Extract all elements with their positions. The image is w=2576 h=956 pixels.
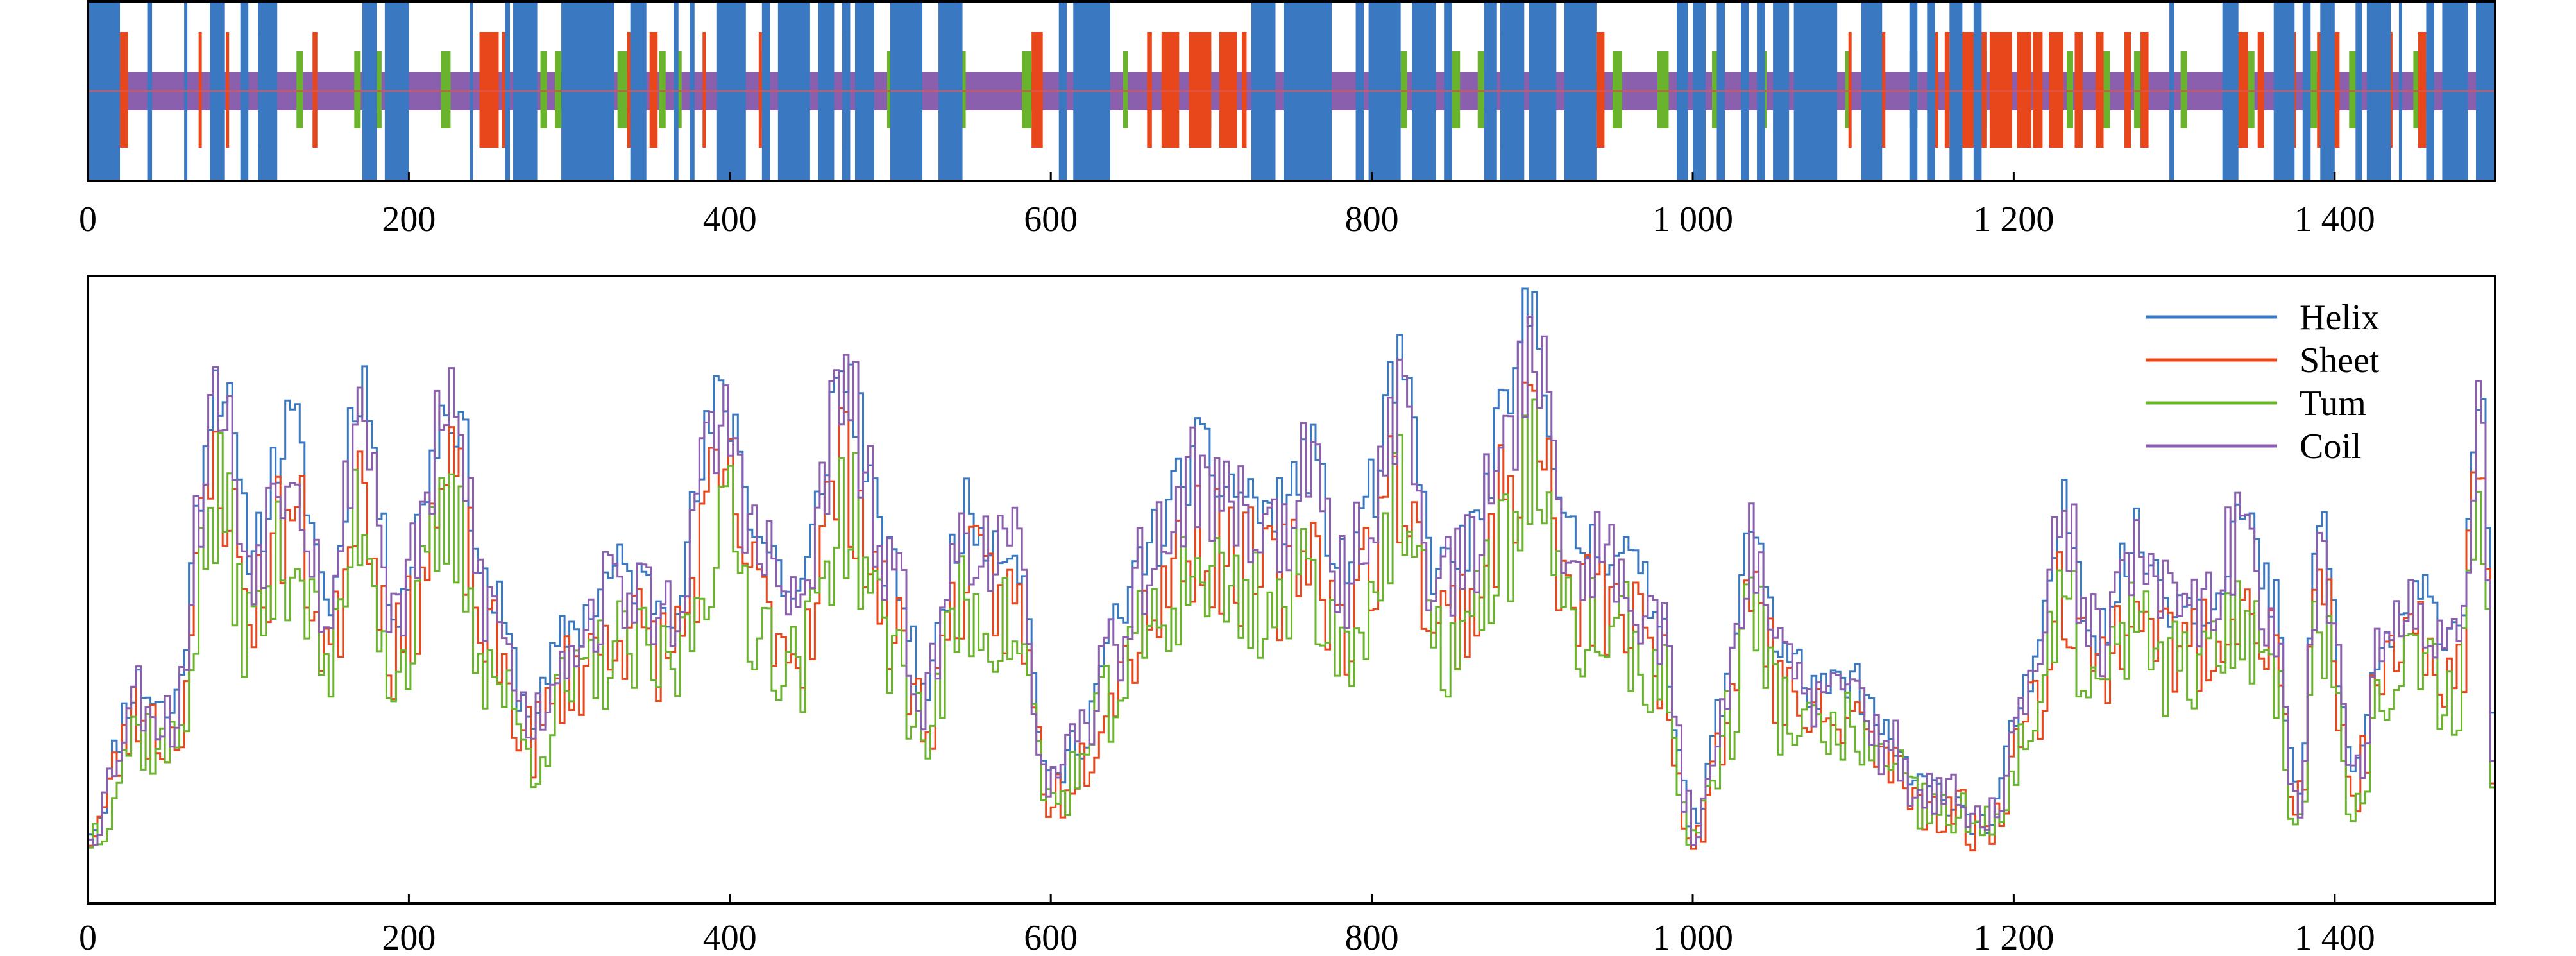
sheet-segment bbox=[2074, 32, 2083, 148]
turn-segment bbox=[296, 51, 303, 128]
secondary-structure-track: 0 200 400 600 800 1 000 1 200 1 400 bbox=[79, 0, 2496, 239]
turn-segment bbox=[2102, 51, 2110, 128]
sheet-segment bbox=[1031, 32, 1043, 148]
sheet-segment bbox=[1848, 32, 1852, 148]
x-tick-label: 400 bbox=[703, 918, 757, 956]
series-line-coil bbox=[88, 316, 2496, 846]
x-tick-label: 1 200 bbox=[1973, 918, 2054, 956]
sheet-segment bbox=[2140, 32, 2149, 148]
sheet-segment bbox=[1989, 32, 2012, 148]
x-tick-label: 1 000 bbox=[1652, 918, 1733, 956]
x-tick-label: 1 400 bbox=[2294, 918, 2375, 956]
turn-segment bbox=[2066, 51, 2073, 128]
turn-segment bbox=[1022, 51, 1032, 128]
legend-label-sheet: Sheet bbox=[2300, 341, 2380, 380]
line-x-axis: 0 200 400 600 800 1 000 1 200 1 400 bbox=[79, 894, 2375, 956]
legend-label-tum: Tum bbox=[2300, 384, 2366, 423]
turn-segment bbox=[1477, 51, 1484, 128]
sheet-segment bbox=[2017, 32, 2031, 148]
sheet-segment bbox=[1219, 32, 1237, 148]
turn-segment bbox=[1400, 51, 1407, 128]
turn-segment bbox=[354, 51, 361, 128]
x-tick-label: 800 bbox=[1345, 918, 1399, 956]
turn-segment bbox=[2413, 51, 2420, 128]
turn-segment bbox=[1712, 51, 1719, 128]
sheet-segment bbox=[2257, 32, 2264, 148]
x-tick-label: 600 bbox=[1024, 200, 1078, 239]
sheet-segment bbox=[758, 32, 762, 148]
x-tick-label: 1 000 bbox=[1652, 200, 1733, 239]
propensity-line-chart: 0 200 400 600 800 1 000 1 200 1 400 Helix Sheet T… bbox=[79, 275, 2496, 956]
turn-segment bbox=[2180, 51, 2187, 128]
turn-segment bbox=[555, 51, 562, 128]
sheet-segment bbox=[120, 32, 128, 148]
sheet-segment bbox=[1241, 32, 1247, 148]
sheet-segment bbox=[1931, 32, 1938, 148]
sheet-segment bbox=[1161, 32, 1180, 148]
x-tick-label: 0 bbox=[79, 200, 97, 239]
x-tick-label: 800 bbox=[1345, 200, 1399, 239]
turn-segment bbox=[1612, 51, 1622, 128]
turn-segment bbox=[1845, 51, 1851, 128]
sheet-segment bbox=[1596, 32, 1605, 148]
turn-segment bbox=[2134, 51, 2142, 128]
sheet-segment bbox=[2096, 32, 2104, 148]
sheet-segment bbox=[198, 32, 202, 148]
sheet-segment bbox=[2418, 32, 2427, 148]
sheet-segment bbox=[649, 32, 658, 148]
sheet-segment bbox=[312, 32, 318, 148]
legend-label-helix: Helix bbox=[2300, 298, 2379, 337]
turn-segment bbox=[617, 51, 627, 128]
turn-segment bbox=[1657, 51, 1669, 128]
turn-segment bbox=[441, 51, 451, 128]
legend: Helix Sheet Tum Coil bbox=[2146, 298, 2380, 466]
sheet-segment bbox=[226, 32, 230, 148]
x-tick-label: 600 bbox=[1024, 918, 1078, 956]
sheet-segment bbox=[2049, 32, 2063, 148]
x-tick-label: 1 200 bbox=[1973, 200, 2054, 239]
track-x-axis: 0 200 400 600 800 1 000 1 200 1 400 bbox=[79, 172, 2375, 239]
x-tick-label: 0 bbox=[79, 918, 97, 956]
turn-segment bbox=[1123, 51, 1128, 128]
x-tick-label: 200 bbox=[382, 918, 436, 956]
x-tick-label: 1 400 bbox=[2294, 200, 2375, 239]
sheet-segment bbox=[702, 32, 706, 148]
turn-segment bbox=[2246, 51, 2255, 128]
sheet-segment bbox=[1189, 32, 1212, 148]
sheet-segment bbox=[2033, 32, 2043, 148]
track-frame bbox=[87, 0, 2496, 182]
sheet-segment bbox=[479, 32, 499, 148]
sheet-segment bbox=[1944, 32, 1950, 148]
sheet-segment bbox=[1147, 32, 1152, 148]
x-tick-label: 200 bbox=[382, 200, 436, 239]
sheet-segment bbox=[2124, 32, 2131, 148]
series-line-sheet bbox=[88, 381, 2496, 852]
line-frame bbox=[87, 275, 2496, 905]
x-tick-label: 400 bbox=[703, 200, 757, 239]
series-lines bbox=[88, 287, 2496, 852]
legend-label-coil: Coil bbox=[2300, 427, 2361, 466]
turn-segment bbox=[2349, 51, 2357, 128]
turn-segment bbox=[659, 51, 666, 128]
turn-segment bbox=[377, 51, 382, 128]
turn-segment bbox=[540, 51, 547, 128]
